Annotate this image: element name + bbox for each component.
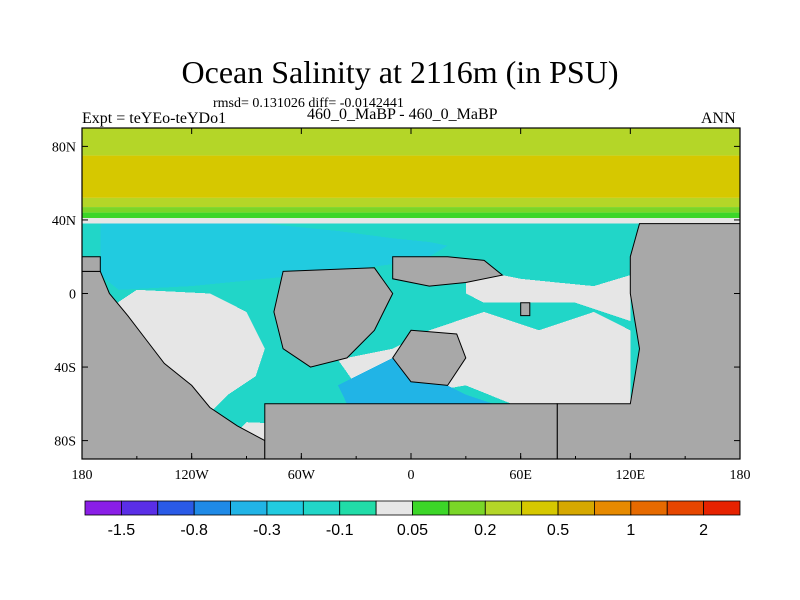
x-tick-label: 180 bbox=[730, 468, 751, 483]
landmass-7 bbox=[520, 302, 531, 317]
colorbar-label: -1.5 bbox=[108, 522, 136, 539]
colorbar-swatch bbox=[594, 500, 632, 516]
y-tick-label: 0 bbox=[69, 288, 76, 303]
colorbar-swatch bbox=[302, 500, 341, 516]
polar-band-2 bbox=[82, 197, 740, 208]
colorbar-swatch bbox=[120, 500, 159, 516]
colorbar-label: -0.1 bbox=[326, 522, 354, 539]
colorbar-swatch bbox=[375, 500, 413, 516]
season-label: ANN bbox=[701, 110, 736, 127]
colorbar-label: 0.2 bbox=[474, 522, 496, 539]
salinity-map bbox=[82, 128, 740, 459]
colorbar-swatch bbox=[230, 500, 268, 516]
stats-line: rmsd= 0.131026 diff= -0.0142441 bbox=[213, 96, 404, 111]
ocean-region-2 bbox=[109, 289, 265, 413]
x-tick-label: 60E bbox=[509, 468, 532, 483]
colorbar-swatch bbox=[193, 500, 231, 516]
landmass-3 bbox=[392, 256, 504, 287]
landmass-1 bbox=[82, 256, 101, 272]
colorbar: -1.5 -0.8 -0.3 -0.1 0.05 0.2 0.5 1 2 bbox=[84, 500, 741, 539]
x-tick-label: 180 bbox=[72, 468, 93, 483]
colorbar-swatch bbox=[484, 500, 523, 516]
landmass-0 bbox=[82, 270, 266, 459]
y-tick-label: 80N bbox=[52, 140, 76, 155]
colorbar-swatch bbox=[339, 500, 377, 516]
colorbar-label: 1 bbox=[626, 522, 635, 539]
x-tick-label: 120E bbox=[616, 468, 646, 483]
x-tick-label: 120W bbox=[175, 468, 210, 483]
colorbar-swatch bbox=[84, 500, 122, 516]
landmass-4 bbox=[392, 329, 467, 386]
colorbar-swatch bbox=[703, 500, 741, 516]
ocean-region-4 bbox=[465, 267, 631, 322]
x-tick-label: 0 bbox=[408, 468, 415, 483]
y-tick-label: 80S bbox=[54, 435, 76, 450]
colorbar-swatch bbox=[448, 500, 486, 516]
polar-band-3 bbox=[82, 207, 740, 213]
colorbar-swatch bbox=[630, 500, 668, 516]
colorbar-label: 0.5 bbox=[547, 522, 569, 539]
y-axis: 80N 40N 0 40S 80S bbox=[52, 140, 740, 450]
colorbar-swatch bbox=[666, 500, 705, 516]
colorbar-label: -0.8 bbox=[180, 522, 208, 539]
colorbar-swatch bbox=[157, 500, 195, 516]
polar-band-1 bbox=[82, 155, 740, 198]
case-label: 460_0_MaBP - 460_0_MaBP bbox=[307, 106, 498, 123]
y-tick-label: 40S bbox=[54, 361, 76, 376]
y-tick-label: 40N bbox=[52, 214, 76, 229]
colorbar-swatch bbox=[521, 500, 559, 516]
polar-band-5 bbox=[82, 218, 740, 224]
landmass-6 bbox=[264, 403, 558, 459]
experiment-label: Expt = teYEo-teYDo1 bbox=[82, 110, 227, 127]
colorbar-swatch bbox=[412, 500, 450, 516]
x-tick-label: 60W bbox=[288, 468, 316, 483]
landmass-2 bbox=[273, 267, 394, 368]
colorbar-label: 0.05 bbox=[397, 522, 428, 539]
colorbar-swatch bbox=[557, 500, 595, 516]
polar-band-4 bbox=[82, 212, 740, 219]
colorbar-label: -0.3 bbox=[253, 522, 281, 539]
colorbar-swatch bbox=[266, 500, 304, 516]
ocean-region-1 bbox=[100, 223, 448, 290]
colorbar-label: 2 bbox=[699, 522, 708, 539]
chart-title: Ocean Salinity at 2116m (in PSU) bbox=[181, 54, 619, 90]
landmass-5 bbox=[556, 223, 740, 459]
x-axis: 180 120W 60W 0 60E 120E 180 bbox=[72, 128, 751, 483]
